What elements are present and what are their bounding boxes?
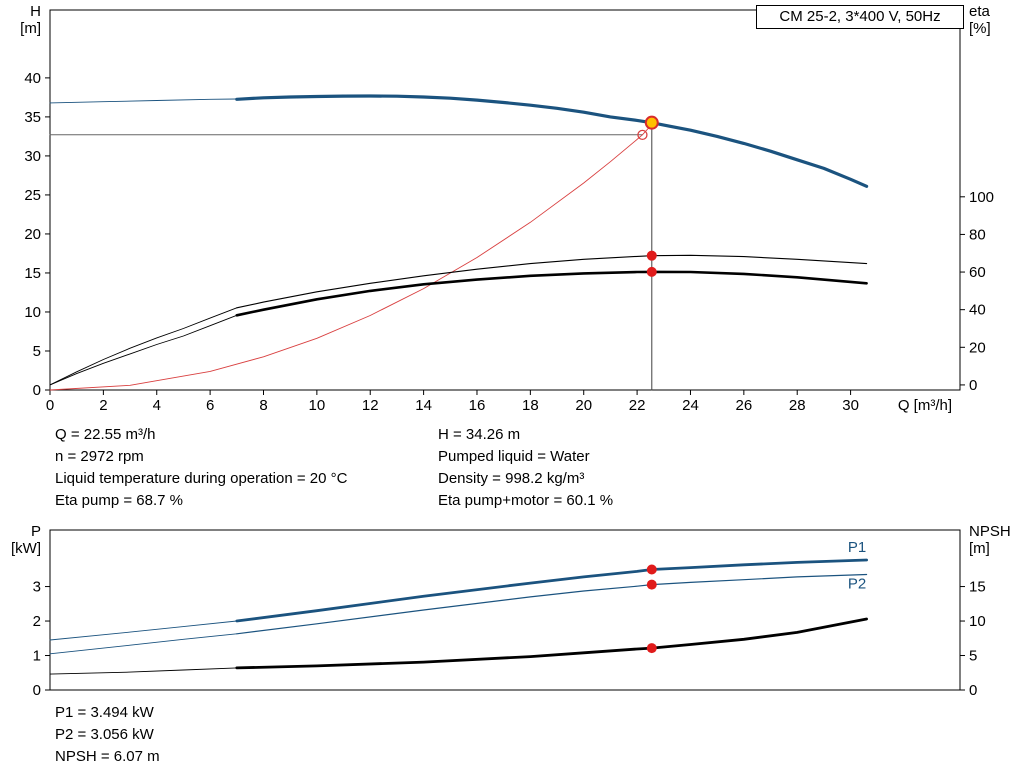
x-tick-label: 16 bbox=[469, 397, 486, 414]
pump-model-label: CM 25-2, 3*400 V, 50Hz bbox=[779, 8, 941, 25]
npsh-point bbox=[646, 643, 657, 654]
y-right-tick-label: 0 bbox=[969, 377, 977, 394]
y-left-tick-label: 10 bbox=[24, 304, 41, 321]
y-left-tick-label: 2 bbox=[33, 613, 41, 630]
x-tick-label: 18 bbox=[522, 397, 539, 414]
x-tick-label: 4 bbox=[153, 397, 161, 414]
y-left-tick-label: 35 bbox=[24, 109, 41, 126]
y-right-tick-label: 10 bbox=[969, 613, 986, 630]
y-left-tick-label: 40 bbox=[24, 70, 41, 87]
eta-pump-curve bbox=[236, 254, 868, 309]
y-right-tick-label: 5 bbox=[969, 648, 977, 665]
info-line-temperature: Liquid temperature during operation = 20… bbox=[55, 470, 348, 487]
pump-model-box: CM 25-2, 3*400 V, 50Hz bbox=[756, 5, 964, 29]
right-axis-title: NPSH bbox=[969, 523, 1011, 540]
y-left-tick-label: 5 bbox=[33, 343, 41, 360]
p2-point bbox=[646, 579, 657, 590]
info-line-p1: P1 = 3.494 kW bbox=[55, 704, 154, 721]
info-line-eta-total: Eta pump+motor = 60.1 % bbox=[438, 492, 614, 509]
p-npsh-chart: 0 1 2 3 0 5 10 15 P[kW] NPSH[m] P1 P2 bbox=[11, 523, 1011, 699]
y-right-tick-label: 80 bbox=[969, 226, 986, 243]
p1-curve bbox=[235, 558, 868, 623]
y-right-tick-label: 15 bbox=[969, 579, 986, 596]
p2-label: P2 bbox=[848, 575, 866, 592]
p2-curve bbox=[236, 573, 868, 635]
duty-info-right: H = 34.26 m Pumped liquid = Water Densit… bbox=[438, 424, 613, 512]
y-left-tick-label: 1 bbox=[33, 648, 41, 665]
x-tick-label: 2 bbox=[99, 397, 107, 414]
y-left-tick-label: 25 bbox=[24, 187, 41, 204]
info-line-flow: Q = 22.55 m³/h bbox=[55, 426, 156, 443]
eta-pump-ext bbox=[49, 307, 238, 386]
npsh-curve bbox=[235, 617, 868, 670]
y-right-tick-label: 40 bbox=[969, 302, 986, 319]
y-left-tick-label: 3 bbox=[33, 579, 41, 596]
x-tick-label: 14 bbox=[415, 397, 432, 414]
left-axis-title: [kW] bbox=[11, 540, 41, 557]
right-axis-title: [m] bbox=[969, 540, 990, 557]
y-left-tick-label: 15 bbox=[24, 265, 41, 282]
info-line-liquid: Pumped liquid = Water bbox=[438, 448, 590, 465]
info-line-head: H = 34.26 m bbox=[438, 426, 521, 443]
x-tick-label: 6 bbox=[206, 397, 214, 414]
duty-info-left: Q = 22.55 m³/h n = 2972 rpm Liquid tempe… bbox=[55, 424, 347, 512]
x-tick-label: 28 bbox=[789, 397, 806, 414]
left-axis-title: [m] bbox=[20, 20, 41, 37]
x-tick-label: 12 bbox=[362, 397, 379, 414]
eta-total-curve bbox=[235, 270, 868, 317]
x-tick-label: 8 bbox=[259, 397, 267, 414]
p1-point bbox=[646, 564, 657, 575]
y-right-tick-label: 20 bbox=[969, 339, 986, 356]
info-line-density: Density = 998.2 kg/m³ bbox=[438, 470, 585, 487]
duty-point-required bbox=[637, 129, 648, 140]
x-axis-title: Q [m³/h] bbox=[898, 397, 952, 414]
left-axis-title: H bbox=[30, 3, 41, 20]
x-tick-label: 10 bbox=[309, 397, 326, 414]
qh-eta-chart: 0 2 4 6 8 10 12 14 16 18 20 22 24 26 28 300510152025303… bbox=[20, 3, 994, 414]
y-right-tick-label: 60 bbox=[969, 264, 986, 281]
x-tick-label: 22 bbox=[629, 397, 646, 414]
left-axis-title: P bbox=[31, 523, 41, 540]
plot-frame bbox=[49, 9, 961, 391]
duty-point-actual bbox=[644, 115, 659, 130]
pump-curve bbox=[235, 94, 869, 188]
p1-ext bbox=[49, 620, 238, 641]
x-tick-label: 24 bbox=[682, 397, 699, 414]
y-left-tick-label: 30 bbox=[24, 148, 41, 165]
right-axis-title: eta bbox=[969, 3, 991, 20]
y-right-tick-label: 0 bbox=[969, 682, 977, 699]
p1-label: P1 bbox=[848, 539, 866, 556]
eta-pump-point bbox=[646, 250, 657, 261]
info-line-p2: P2 = 3.056 kW bbox=[55, 726, 154, 743]
eta-total-ext bbox=[49, 314, 238, 386]
info-line-eta-pump: Eta pump = 68.7 % bbox=[55, 492, 183, 509]
info-line-speed: n = 2972 rpm bbox=[55, 448, 144, 465]
plot-frame bbox=[49, 529, 961, 691]
npsh-ext bbox=[49, 667, 238, 675]
right-axis-title: [%] bbox=[969, 20, 991, 37]
x-tick-label: 20 bbox=[575, 397, 592, 414]
x-tick-label: 26 bbox=[735, 397, 752, 414]
y-right-tick-label: 100 bbox=[969, 189, 994, 206]
y-left-tick-label: 0 bbox=[33, 382, 41, 399]
y-left-tick-label: 0 bbox=[33, 682, 41, 699]
x-tick-label: 0 bbox=[46, 397, 54, 414]
pump-curve-ext bbox=[49, 98, 238, 104]
power-info: P1 = 3.494 kW P2 = 3.056 kW NPSH = 6.07 … bbox=[55, 702, 160, 768]
eta-total-point bbox=[646, 266, 657, 277]
y-left-tick-label: 20 bbox=[24, 226, 41, 243]
info-line-npsh: NPSH = 6.07 m bbox=[55, 748, 160, 765]
x-tick-label: 30 bbox=[842, 397, 859, 414]
p2-ext bbox=[49, 633, 238, 655]
